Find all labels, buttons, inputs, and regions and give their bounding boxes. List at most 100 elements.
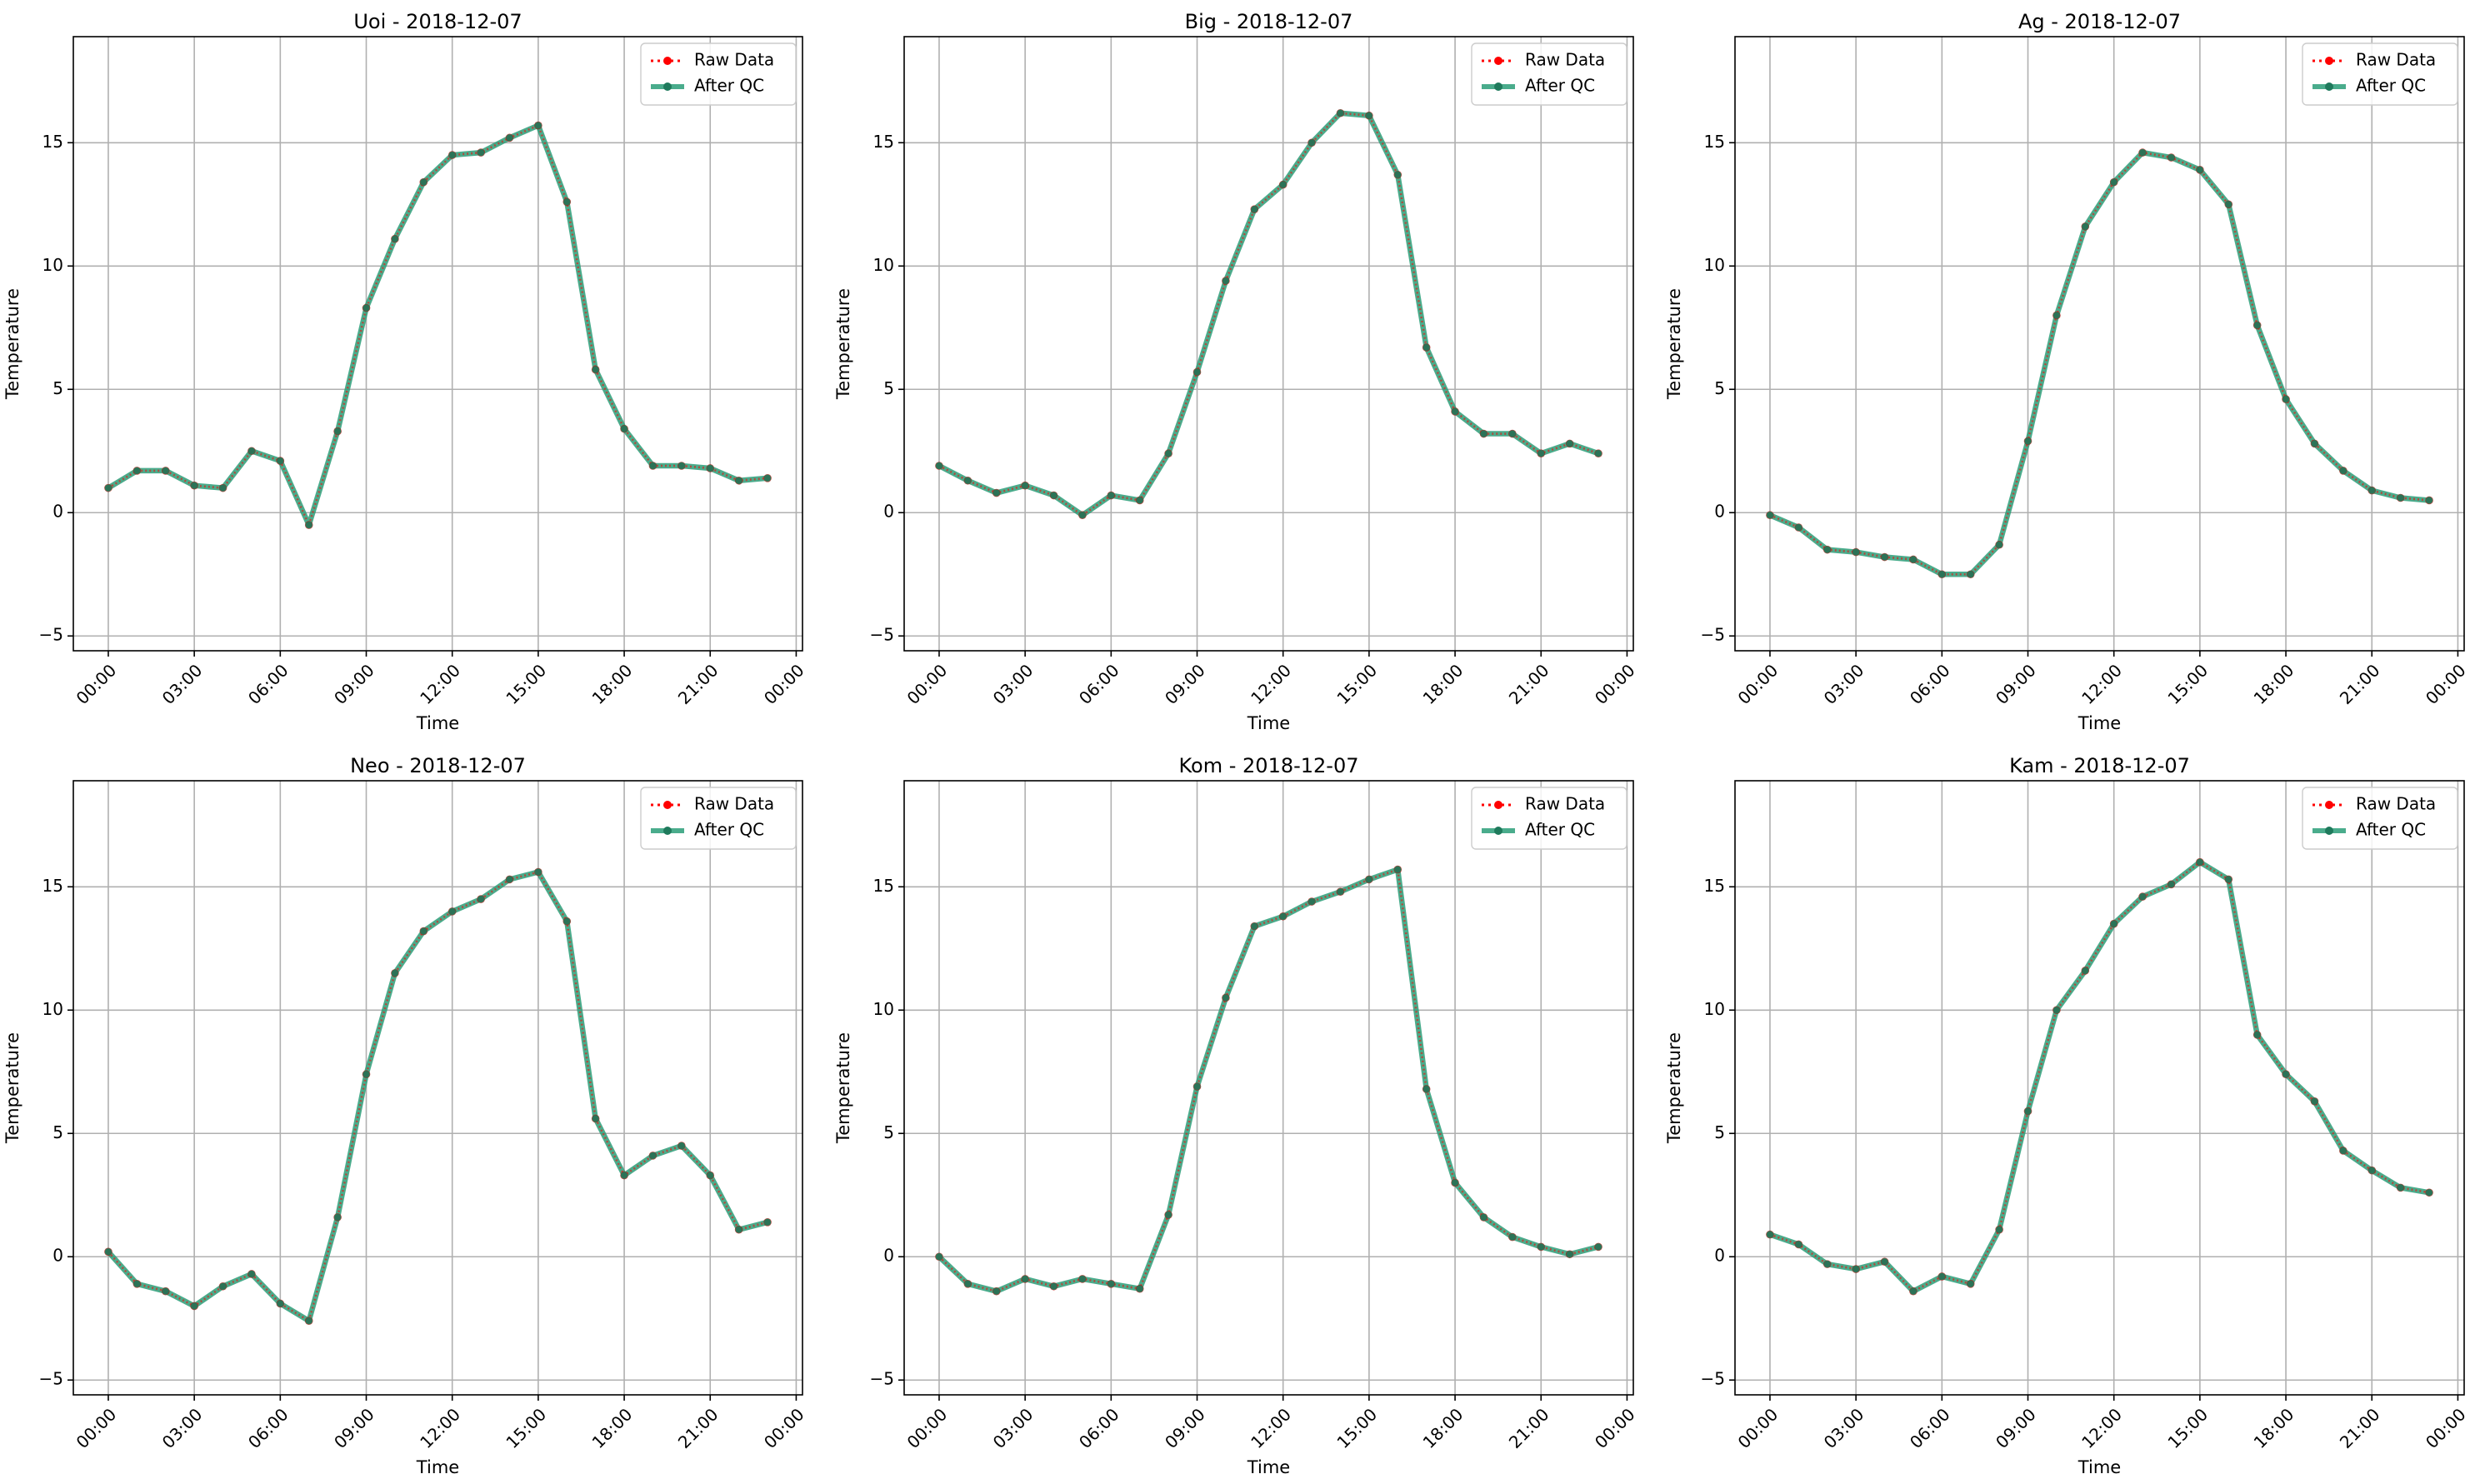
- x-tick-label: 12:00: [416, 660, 464, 708]
- after-qc-point: [1279, 912, 1287, 920]
- y-tick-label: −5: [1701, 625, 1725, 645]
- x-tick-label: 12:00: [2078, 1404, 2126, 1452]
- chart-title: Uoi - 2018-12-07: [353, 10, 522, 33]
- y-tick-label: 5: [1714, 378, 1725, 398]
- after-qc-point: [1538, 1243, 1545, 1251]
- after-qc-point: [219, 1282, 227, 1290]
- chart-panel-1: 00:00 03:00 06:00 09:00 12:00 15:00 18:00 21:00…: [833, 10, 1639, 733]
- y-tick-label: 15: [1704, 876, 1725, 896]
- chart-title: Ag - 2018-12-07: [2018, 10, 2181, 33]
- after-qc-point: [1566, 440, 1573, 447]
- after-qc-point: [1308, 139, 1316, 147]
- x-tick-label: 09:00: [1992, 660, 2040, 708]
- x-tick-label: 21:00: [1505, 660, 1553, 708]
- after-qc-point: [1594, 1243, 1602, 1251]
- y-tick-label: 0: [1714, 502, 1725, 522]
- y-tick-label: 0: [52, 1246, 63, 1266]
- y-tick-label: 10: [42, 255, 63, 275]
- legend-label-after-qc: After QC: [694, 76, 764, 96]
- x-tick-label: 00:00: [903, 1404, 952, 1452]
- legend-raw-data-marker: [2325, 801, 2333, 809]
- after-qc-point: [1538, 450, 1545, 457]
- after-qc-point: [1881, 1257, 1888, 1266]
- chart-title: Big - 2018-12-07: [1185, 10, 1353, 33]
- legend-label-raw-data: Raw Data: [2356, 50, 2436, 70]
- y-tick-label: 10: [1704, 255, 1725, 275]
- legend-box: [2302, 787, 2458, 850]
- x-axis-label: Time: [416, 1457, 459, 1477]
- after-qc-point: [1365, 876, 1373, 883]
- after-qc-point: [534, 868, 542, 876]
- after-qc-point: [563, 198, 571, 206]
- x-tick-label: 15:00: [1332, 1404, 1381, 1452]
- y-tick-group: −5 0 5 10 15: [870, 876, 1633, 1389]
- x-tick-label: 21:00: [1505, 1404, 1553, 1452]
- x-tick-label: 21:00: [2336, 660, 2384, 708]
- x-tick-label: 00:00: [1591, 660, 1639, 708]
- after-qc-point: [1251, 922, 1258, 930]
- y-tick-label: 10: [42, 999, 63, 1019]
- chart-title: Neo - 2018-12-07: [350, 754, 526, 777]
- after-qc-point: [964, 477, 972, 484]
- after-qc-point: [1021, 482, 1029, 489]
- legend-after-qc-marker: [2325, 827, 2333, 835]
- plot-area: [904, 781, 1633, 1395]
- axes-frame: [903, 780, 1634, 1396]
- after-qc-point: [333, 427, 342, 435]
- y-tick-group: −5 0 5 10 15: [1701, 132, 2464, 645]
- chart-panel-4: 00:00 03:00 06:00 09:00 12:00 15:00 18:00 21:00…: [833, 754, 1639, 1477]
- legend: Raw Data After QC: [640, 787, 797, 850]
- y-tick-label: 15: [42, 132, 63, 152]
- legend-label-raw-data: Raw Data: [2356, 794, 2436, 814]
- series-points: [935, 108, 1602, 520]
- legend-raw-data-marker: [1494, 57, 1502, 65]
- after-qc-point: [2168, 153, 2175, 162]
- after-qc-point: [1365, 112, 1373, 119]
- legend-after-qc-marker: [1494, 827, 1502, 835]
- after-qc-point: [1566, 1251, 1573, 1258]
- after-qc-point: [1852, 1265, 1860, 1273]
- series-line-raw-data: [938, 112, 1599, 517]
- x-tick-label: 18:00: [2250, 660, 2298, 708]
- x-tick-label: 09:00: [330, 1404, 378, 1452]
- y-tick-label: 0: [1714, 1246, 1725, 1266]
- after-qc-point: [2282, 395, 2290, 403]
- after-qc-point: [2052, 1007, 2061, 1014]
- x-axis-label: Time: [1247, 713, 1290, 733]
- after-qc-point: [1078, 512, 1087, 519]
- after-qc-point: [1967, 1280, 1974, 1288]
- after-qc-point: [391, 235, 399, 242]
- x-tick-label: 00:00: [1734, 1404, 1782, 1452]
- legend: Raw Data After QC: [640, 42, 797, 106]
- after-qc-point: [2253, 322, 2261, 329]
- x-tick-label: 21:00: [674, 1404, 722, 1452]
- after-qc-point: [277, 457, 284, 465]
- y-tick-label: −5: [39, 1369, 63, 1389]
- after-qc-point: [448, 907, 456, 916]
- chart-panel-5: 00:00 03:00 06:00 09:00 12:00 15:00 18:00 21:00…: [1664, 754, 2470, 1477]
- x-axis-label: Time: [1247, 1457, 1290, 1477]
- legend: Raw Data After QC: [2302, 42, 2458, 106]
- series-points: [104, 121, 772, 529]
- y-tick-label: −5: [870, 625, 894, 645]
- after-qc-point: [1508, 430, 1517, 437]
- after-qc-point: [1222, 994, 1230, 1002]
- y-tick-group: −5 0 5 10 15: [870, 132, 1633, 645]
- after-qc-point: [305, 521, 312, 529]
- after-qc-point: [1422, 343, 1430, 352]
- after-qc-point: [248, 447, 256, 455]
- after-qc-point: [1164, 1211, 1172, 1219]
- chart-panel-0: 00:00 03:00 06:00 09:00 12:00 15:00 18:00 21:00…: [2, 10, 808, 733]
- x-tick-label: 00:00: [760, 660, 808, 708]
- x-tick-label: 15:00: [1332, 660, 1381, 708]
- y-axis-label: Temperature: [1664, 1032, 1684, 1144]
- y-tick-label: 0: [883, 502, 894, 522]
- after-qc-point: [2339, 467, 2348, 475]
- y-tick-group: −5 0 5 10 15: [1701, 876, 2464, 1389]
- after-qc-point: [1136, 1285, 1143, 1292]
- series-points: [104, 867, 772, 1326]
- y-tick-label: 10: [873, 999, 894, 1019]
- after-qc-point: [477, 895, 485, 903]
- after-qc-point: [448, 151, 456, 159]
